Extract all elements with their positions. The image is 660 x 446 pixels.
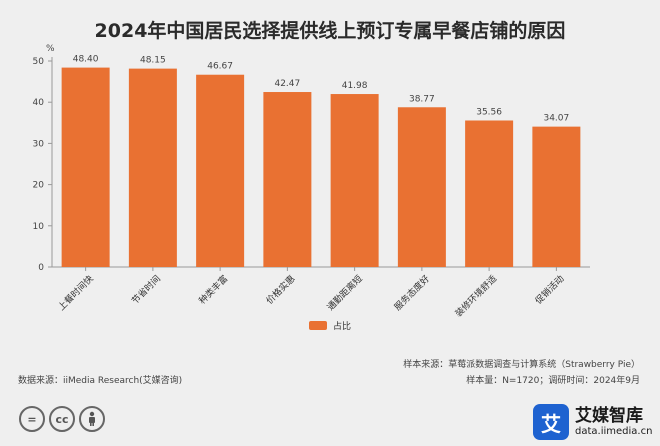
person-icon <box>79 406 105 432</box>
data-label: 48.40 <box>73 55 99 65</box>
data-source: 数据来源：iiMedia Research(艾媒咨询) <box>18 376 183 386</box>
y-axis-unit: % <box>46 44 55 54</box>
license-icons: = cc <box>19 406 105 432</box>
sample-source: 样本来源：草莓派数据调查与计算系统（Strawberry Pie） <box>403 360 640 370</box>
brand-name: 艾媒智库 <box>575 406 643 426</box>
iimedia-logo-icon: 艾 <box>533 404 569 440</box>
y-tick-label: 30 <box>33 139 45 149</box>
bars: 48.40 上餐时间快 48.15 节省时间 46.67 种类丰富 42.47 价格实惠 41.… <box>55 55 581 320</box>
data-label: 42.47 <box>274 79 300 89</box>
legend-label: 占比 <box>333 322 352 332</box>
x-tick-label: 装修环境舒适 <box>453 273 500 320</box>
brand-url: data.iimedia.cn <box>575 426 653 437</box>
bar <box>532 126 581 268</box>
bar <box>330 94 379 268</box>
sample-size: 样本量：N=1720；调研时间：2024年9月 <box>466 376 640 386</box>
bar <box>61 67 110 267</box>
bar <box>465 120 514 267</box>
data-label: 38.77 <box>409 94 435 104</box>
legend: 占比 <box>309 319 351 332</box>
x-tick-label: 服务态度好 <box>392 273 432 313</box>
cc-icon: cc <box>49 406 75 432</box>
y-tick-label: 20 <box>33 181 45 191</box>
chart-title: 2024年中国居民选择提供线上预订专属早餐店铺的原因 <box>94 20 566 42</box>
bar <box>397 107 446 267</box>
data-label: 48.15 <box>140 56 166 66</box>
y-tick-label: 50 <box>33 57 45 67</box>
y-tick-label: 0 <box>38 263 44 273</box>
data-label: 46.67 <box>207 62 233 72</box>
data-label: 35.56 <box>476 107 502 117</box>
x-tick-label: 上餐时间快 <box>55 273 95 313</box>
y-tick-label: 40 <box>33 98 45 108</box>
data-label: 41.98 <box>342 81 368 91</box>
bar <box>128 68 177 267</box>
equals-icon: = <box>19 406 45 432</box>
bar <box>196 74 245 267</box>
x-tick-label: 节省时间 <box>129 273 163 307</box>
x-tick-label: 价格实惠 <box>264 273 298 307</box>
y-tick-label: 10 <box>33 222 45 232</box>
x-tick-label: 通勤距离短 <box>324 273 364 313</box>
x-tick-label: 种类丰富 <box>196 273 230 307</box>
brand-logo: 艾 艾媒智库 data.iimedia.cn <box>533 404 652 440</box>
bar <box>263 92 312 268</box>
x-tick-label: 促销活动 <box>533 273 567 307</box>
legend-swatch <box>309 321 327 330</box>
sample-info: 样本来源：草莓派数据调查与计算系统（Strawberry Pie） 样本量：N=… <box>403 357 640 389</box>
data-label: 34.07 <box>543 114 569 124</box>
